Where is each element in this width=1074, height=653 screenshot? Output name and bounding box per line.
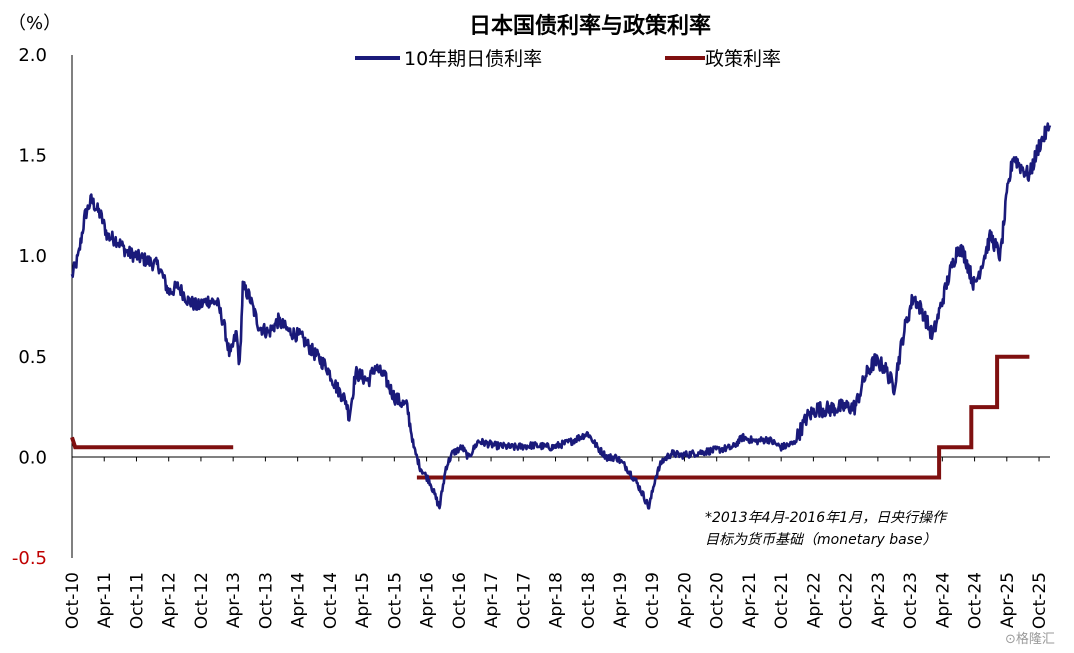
annotation-line-2: 目标为货币基础（monetary base） <box>705 532 937 548</box>
x-tick-label: Apr-17 <box>482 572 502 628</box>
x-tick-label: Oct-14 <box>321 572 341 629</box>
legend-label-jgb: 10年期日债利率 <box>404 48 542 70</box>
x-tick-label: Oct-16 <box>450 572 470 629</box>
x-tick-label: Apr-22 <box>804 572 824 628</box>
x-tick-label: Oct-22 <box>837 572 857 629</box>
x-tick-label: Oct-17 <box>514 572 534 629</box>
x-tick-label: Apr-20 <box>675 572 695 628</box>
x-tick-label: Apr-15 <box>353 572 373 628</box>
x-tick-label: Oct-12 <box>192 572 212 629</box>
y-tick-label: 2.0 <box>18 45 47 66</box>
y-tick-label: 1.0 <box>18 246 47 267</box>
x-tick-label: Apr-25 <box>998 572 1018 628</box>
y-tick-label: 0.5 <box>18 347 47 368</box>
legend: 10年期日债利率 政策利率 <box>355 48 781 70</box>
x-tick-label: Apr-19 <box>611 572 631 628</box>
x-tick-label: Oct-11 <box>127 572 147 629</box>
x-tick-label: Apr-18 <box>547 572 567 628</box>
x-tick-label: Apr-12 <box>160 572 180 628</box>
series-line-policy-rate <box>70 354 1030 480</box>
series-group <box>70 122 1052 510</box>
x-tick-label: Oct-20 <box>708 572 728 629</box>
x-tick-label: Apr-13 <box>224 572 244 628</box>
series-line-10y-jgb <box>70 122 1052 510</box>
x-ticks: Oct-10 Apr-11 Oct-11 Apr-12 Oct-12 Apr-13 Oct-… <box>63 457 1050 629</box>
y-tick-label: 0.0 <box>18 447 47 468</box>
x-tick-label: Oct-10 <box>63 572 83 629</box>
x-tick-label: Oct-18 <box>579 572 599 629</box>
x-tick-label: Oct-23 <box>901 572 921 629</box>
x-tick-label: Apr-21 <box>740 572 760 628</box>
y-tick-label: 1.5 <box>18 146 47 167</box>
x-tick-label: Apr-11 <box>95 572 115 628</box>
x-tick-label: Oct-24 <box>966 572 986 629</box>
y-unit-label: （%） <box>8 13 61 34</box>
x-tick-label: Oct-13 <box>256 572 276 629</box>
x-tick-label: Apr-14 <box>289 572 309 628</box>
axes <box>71 55 1050 558</box>
x-tick-label: Apr-23 <box>869 572 889 628</box>
chart-title: 日本国债利率与政策利率 <box>469 13 711 39</box>
x-tick-label: Oct-21 <box>772 572 792 629</box>
x-tick-label: Apr-24 <box>933 572 953 628</box>
y-ticks: 2.0 1.5 1.0 0.5 0.0 -0.5 <box>12 45 47 569</box>
x-tick-label: Oct-25 <box>1030 572 1050 629</box>
x-tick-label: Oct-19 <box>643 572 663 629</box>
x-tick-label: Apr-16 <box>418 572 438 628</box>
legend-label-policy: 政策利率 <box>705 48 781 70</box>
annotation-line-1: *2013年4月-2016年1月，日央行操作 <box>705 510 948 526</box>
y-tick-label: -0.5 <box>12 548 47 569</box>
watermark: ⊙格隆汇 <box>1005 631 1055 647</box>
x-tick-label: Oct-15 <box>385 572 405 629</box>
